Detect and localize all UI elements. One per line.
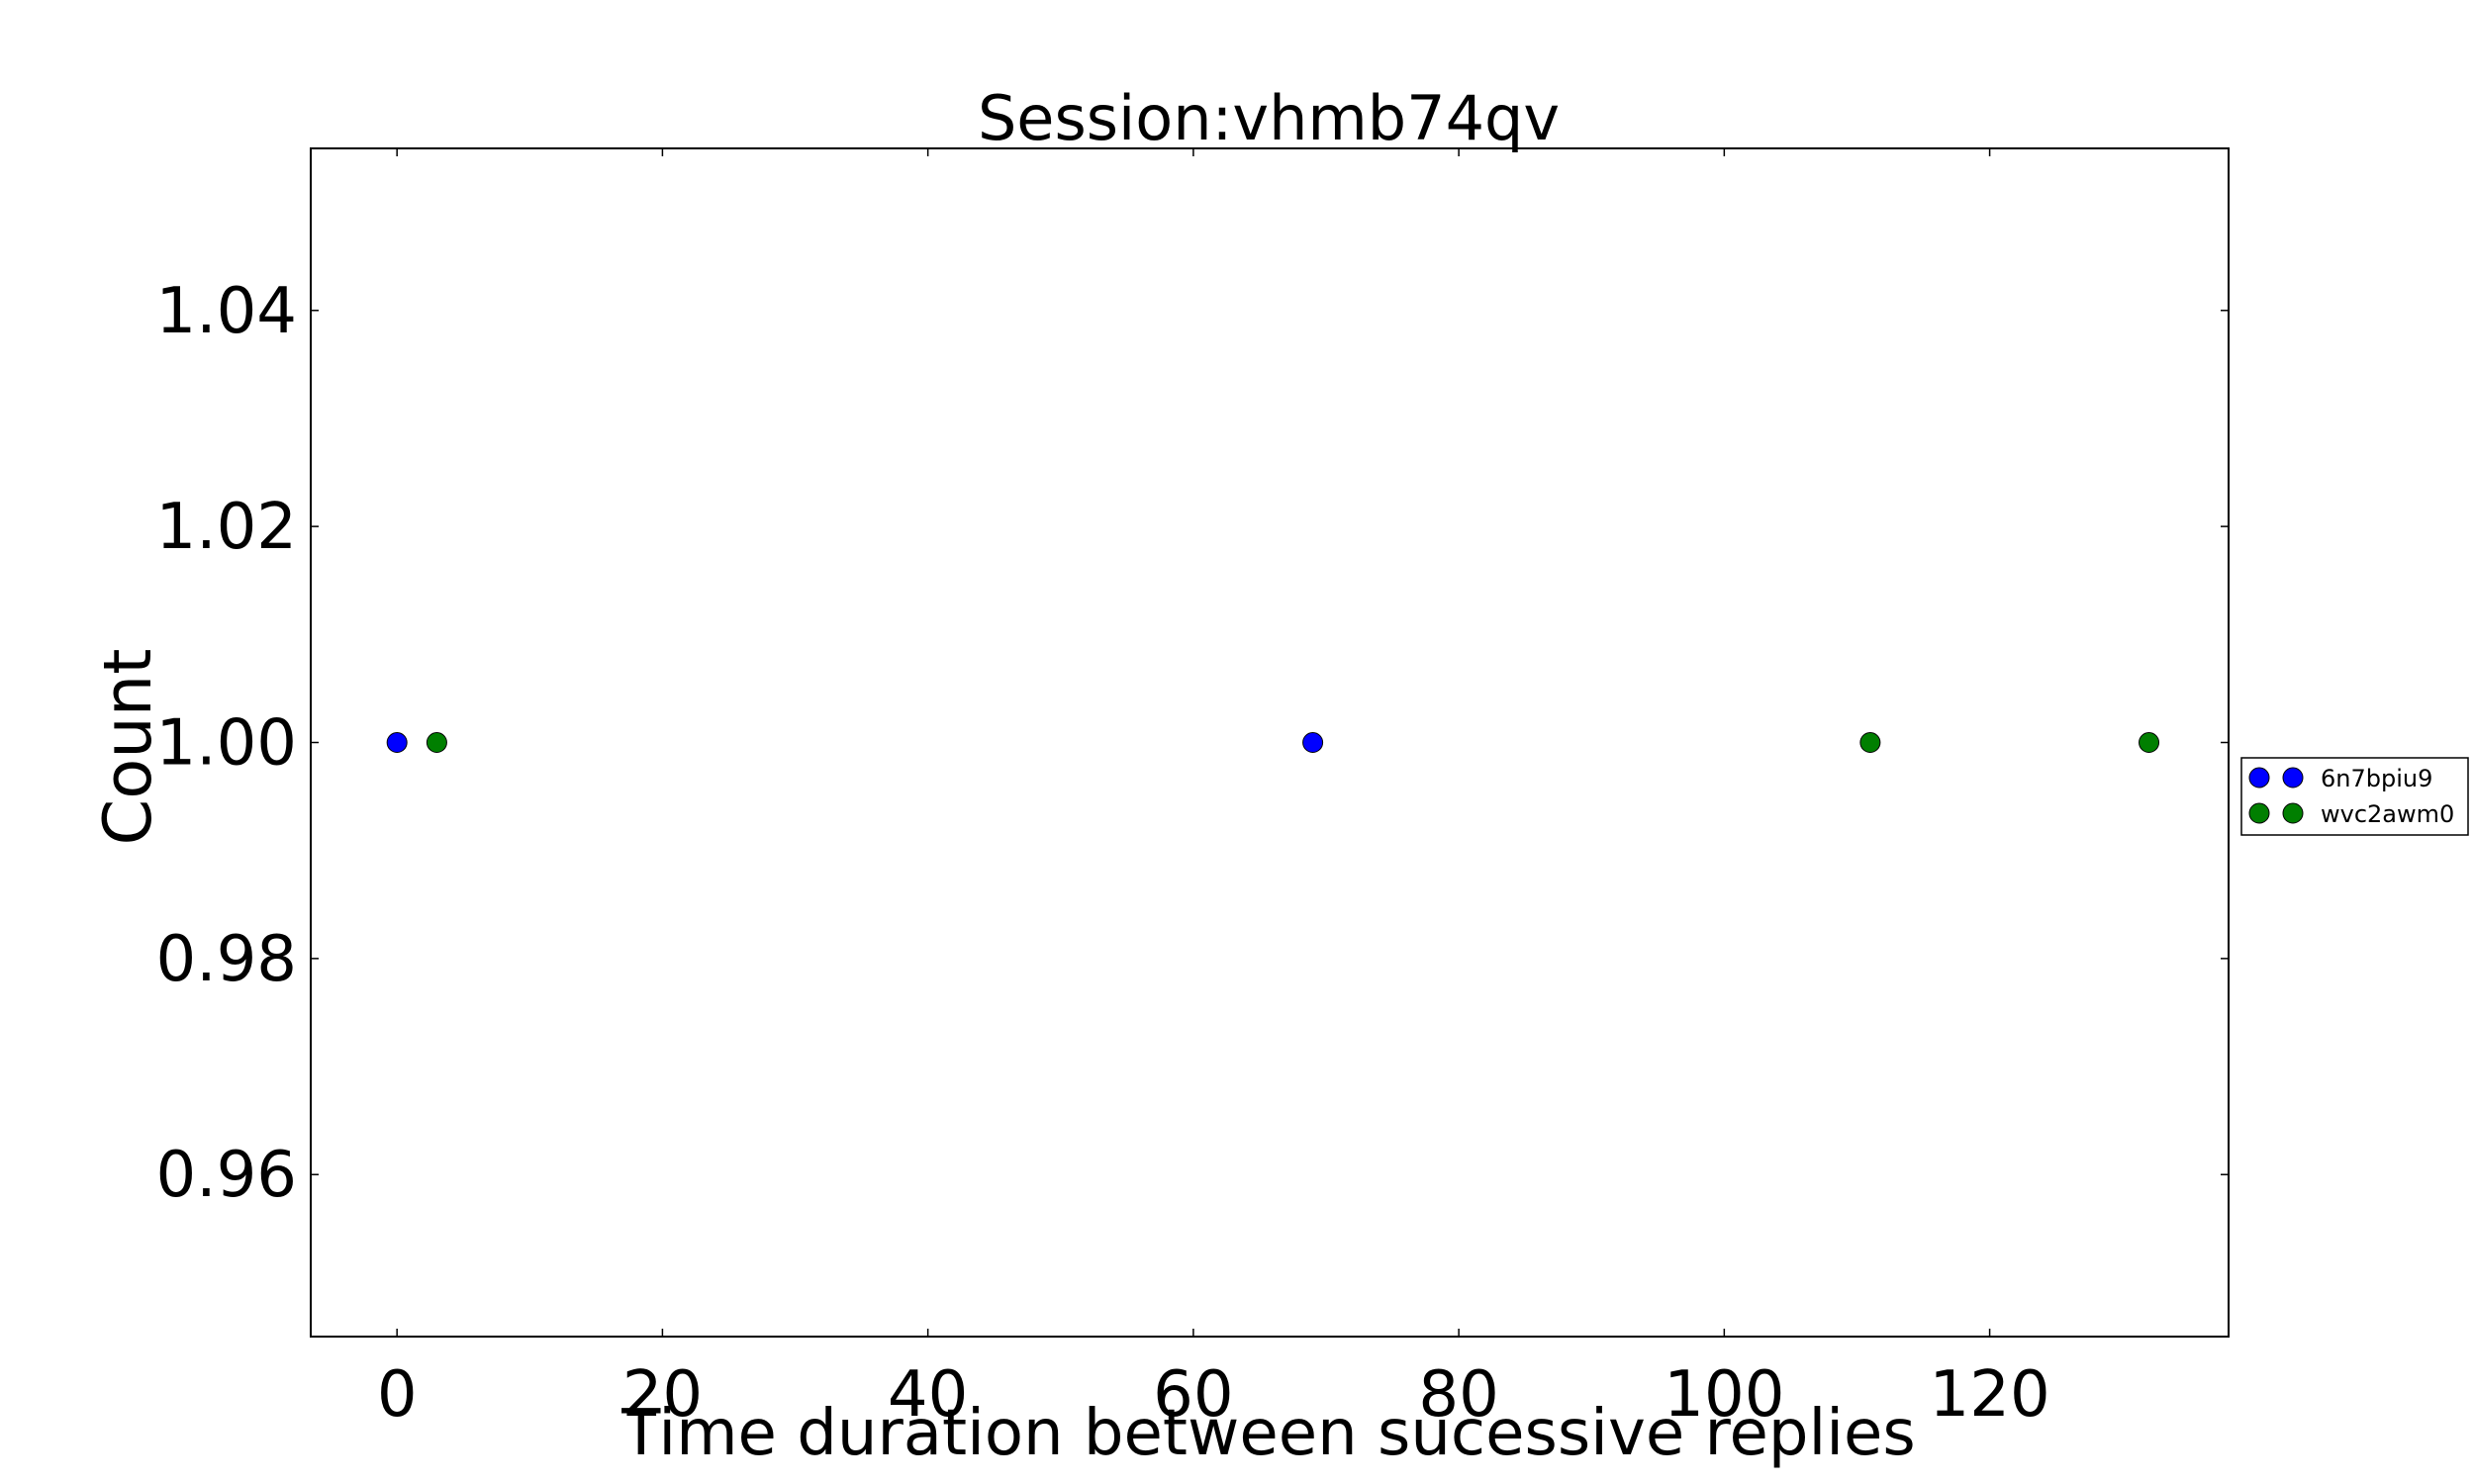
axis-ticks: 0 20 40 60 80 100 120 0.96 0.98 1.00 1.02 1.04 [156,148,2229,1432]
x-tick-label: 80 [1418,1358,1498,1432]
data-point-wvc2awm0 [426,732,447,753]
y-tick-label: 0.98 [156,923,298,996]
legend-marker [2282,802,2304,824]
x-tick-label: 0 [377,1358,418,1432]
x-tick-label: 120 [1930,1358,2050,1432]
legend-marker [2248,802,2270,824]
x-tick-label: 20 [622,1358,703,1432]
y-tick-label: 1.04 [156,275,298,348]
plot-frame [310,147,2230,1338]
legend-label: 6n7bpiu9 [2321,765,2432,792]
chart-title: Session:vhmb74qv [978,82,1560,154]
legend: 6n7bpiu9 wvc2awm0 [2240,757,2469,836]
x-tick-label: 40 [888,1358,968,1432]
legend-marker [2282,767,2304,788]
y-tick-label: 0.96 [156,1139,298,1212]
data-point-6n7bpiu9 [1302,732,1324,753]
data-point-wvc2awm0 [1859,732,1881,753]
x-tick-label: 60 [1153,1358,1233,1432]
x-axis-label: Time duration between sucessive replies [620,1397,1915,1470]
legend-marker [2248,767,2270,788]
data-points [386,732,2160,753]
x-tick-label: 100 [1664,1358,1784,1432]
y-axis-label: Count [89,649,166,846]
data-point-wvc2awm0 [2139,732,2160,753]
legend-box [2240,757,2469,836]
y-tick-label: 1.00 [156,707,298,781]
y-tick-label: 1.02 [156,491,298,564]
legend-label: wvc2awm0 [2321,800,2454,828]
data-point-6n7bpiu9 [386,732,408,753]
